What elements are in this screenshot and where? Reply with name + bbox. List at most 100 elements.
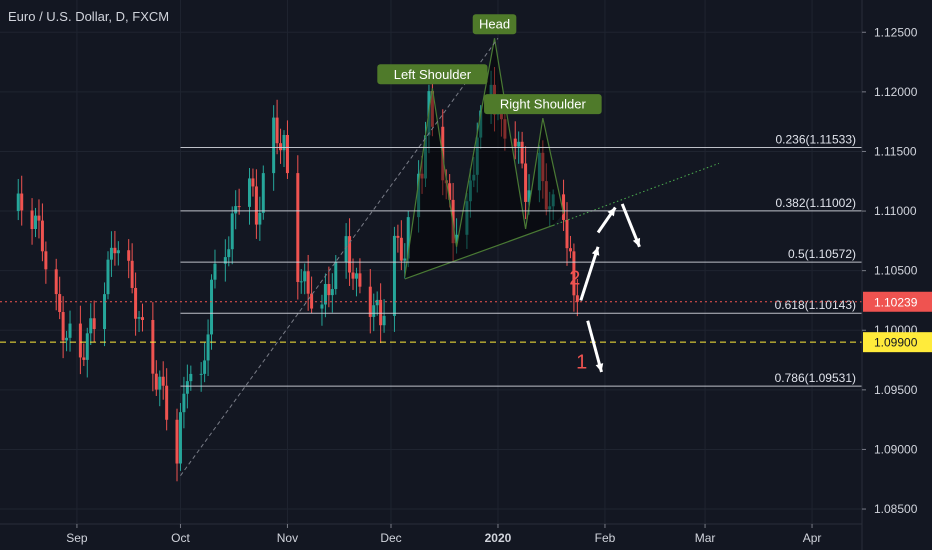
candle-body bbox=[189, 373, 193, 382]
fib-level-label: 0.5(1.10572) bbox=[788, 247, 856, 261]
pattern-label-box bbox=[484, 94, 602, 115]
candle-body bbox=[234, 206, 238, 214]
candle-body bbox=[465, 201, 469, 235]
pattern-outline bbox=[404, 38, 565, 277]
candle-body bbox=[116, 250, 120, 254]
candle-body bbox=[92, 318, 96, 330]
candle-body bbox=[127, 250, 131, 261]
price-tick-label: 1.09000 bbox=[874, 442, 918, 456]
candlestick-series bbox=[16, 67, 579, 482]
fib-level-label: 0.382(1.11002) bbox=[775, 196, 856, 210]
candle-body bbox=[296, 173, 300, 282]
scenario-arrow-head bbox=[591, 246, 600, 256]
candle-body bbox=[141, 317, 144, 320]
candle-body bbox=[206, 334, 210, 361]
candle-body bbox=[513, 138, 517, 147]
price-axis[interactable]: 1.125001.120001.115001.110001.105001.100… bbox=[861, 0, 932, 550]
candle-body bbox=[251, 178, 255, 187]
candle-body bbox=[54, 269, 58, 295]
fib-level-label: 0.786(1.09531) bbox=[775, 371, 856, 385]
candle-body bbox=[230, 213, 234, 250]
candle-body bbox=[58, 294, 62, 313]
candle-body bbox=[16, 193, 20, 212]
scenario-arrow-head bbox=[595, 363, 604, 372]
time-axis[interactable]: Sep Oct Nov Dec 2020 Feb Mar Apr bbox=[0, 523, 862, 545]
candle-body bbox=[40, 220, 44, 252]
candle-body bbox=[275, 117, 279, 144]
candle-body bbox=[499, 110, 503, 120]
drawing-overlays: 0.236(1.11533) 0.382(1.11002) 0.5(1.10572)… bbox=[0, 14, 862, 476]
price-tick-label: 1.08500 bbox=[874, 502, 918, 516]
price-tick-label: 1.09500 bbox=[874, 383, 918, 397]
candle-body bbox=[30, 210, 34, 230]
pattern-label-box bbox=[377, 64, 488, 85]
candle-body bbox=[468, 180, 472, 202]
candle-body bbox=[44, 251, 48, 270]
candle-body bbox=[61, 312, 65, 341]
candle-body bbox=[279, 143, 283, 151]
scenario-arrow-head bbox=[632, 237, 641, 247]
scenario-step-number: 2 bbox=[569, 267, 580, 289]
candle-body bbox=[272, 117, 276, 174]
candle-body bbox=[82, 357, 86, 360]
price-tick-label: 1.11000 bbox=[874, 204, 917, 218]
candle-body bbox=[568, 248, 572, 252]
candle-body bbox=[89, 318, 93, 334]
candle-body bbox=[520, 141, 524, 164]
candle-body bbox=[65, 337, 69, 341]
candle-body bbox=[203, 360, 207, 374]
candle-body bbox=[330, 289, 334, 296]
candle-body bbox=[158, 376, 162, 390]
candle-body bbox=[524, 163, 528, 202]
candle-body bbox=[323, 284, 327, 305]
support-price-tag bbox=[863, 332, 932, 353]
candle-body bbox=[237, 206, 241, 208]
candle-body bbox=[537, 152, 541, 191]
candle-body bbox=[565, 219, 569, 249]
scenario-arrow-head bbox=[607, 207, 616, 217]
candle-body bbox=[306, 271, 310, 294]
fib-level-label: 0.236(1.11533) bbox=[775, 133, 856, 147]
candle-body bbox=[134, 287, 138, 319]
candle-body bbox=[448, 183, 452, 200]
candle-body bbox=[399, 237, 403, 261]
time-tick-label: Mar bbox=[695, 531, 716, 545]
candle-body bbox=[130, 260, 134, 288]
candle-body bbox=[379, 299, 383, 326]
candle-body bbox=[420, 173, 424, 179]
candle-body bbox=[161, 376, 165, 386]
time-tick-label: Dec bbox=[380, 531, 401, 545]
candle-body bbox=[548, 206, 552, 210]
candle-body bbox=[213, 263, 217, 280]
candle-body bbox=[334, 261, 338, 290]
price-tick-label: 1.11500 bbox=[874, 144, 917, 158]
pattern-label: Right Shoulder bbox=[500, 97, 587, 112]
time-tick-label: Apr bbox=[803, 531, 822, 545]
time-tick-label: 2020 bbox=[485, 531, 512, 545]
candle-body bbox=[247, 178, 251, 207]
neckline bbox=[404, 224, 554, 280]
candle-body bbox=[541, 152, 545, 182]
price-tick-label: 1.12000 bbox=[874, 85, 918, 99]
candle-body bbox=[348, 236, 352, 273]
candle-body bbox=[78, 323, 82, 358]
candle-body bbox=[396, 235, 400, 238]
candle-body bbox=[165, 385, 169, 420]
candle-body bbox=[182, 393, 186, 413]
candle-body bbox=[282, 134, 286, 151]
neckline-extension bbox=[553, 162, 720, 226]
candle-body bbox=[354, 273, 358, 279]
candle-body bbox=[285, 134, 289, 174]
candle-body bbox=[154, 373, 158, 390]
candle-body bbox=[178, 412, 182, 464]
candle-body bbox=[310, 293, 314, 309]
candle-body bbox=[475, 137, 479, 175]
scenario-arrow bbox=[586, 320, 603, 373]
symbol-title: Euro / U.S. Dollar, D, FXCM bbox=[8, 9, 170, 24]
candle-body bbox=[572, 251, 576, 296]
candle-body bbox=[351, 272, 355, 279]
candle-body bbox=[199, 373, 203, 375]
candle-body bbox=[103, 294, 107, 330]
price-tick-label: 1.12500 bbox=[874, 25, 918, 39]
